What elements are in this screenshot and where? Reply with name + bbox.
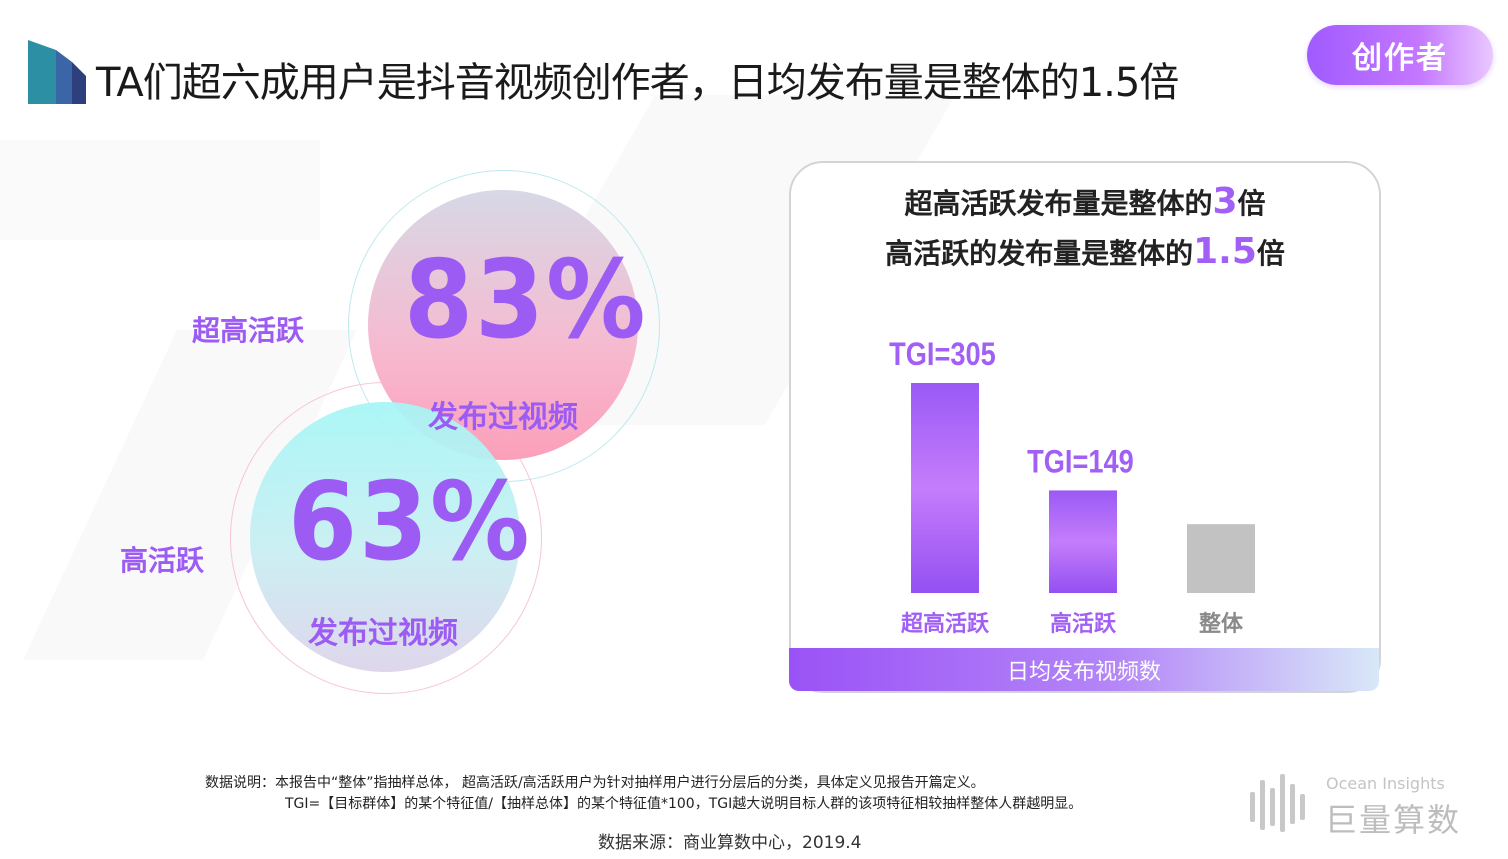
circle-active xyxy=(250,402,520,672)
caption-active: 发布过视频 xyxy=(308,616,458,651)
data-notes: 数据说明：本报告中“整体”指抽样总体， 超高活跃/高活跃用户为针对抽样用户进行分… xyxy=(205,773,1082,815)
background-shape xyxy=(0,140,320,240)
label-super-active: 超高活跃 xyxy=(192,314,305,347)
category-label: 整体 xyxy=(1199,611,1244,637)
bar-chart: TGI=305 超高活跃 TGI=149 高活跃 整体 xyxy=(889,337,1255,637)
category-label: 高活跃 xyxy=(1050,611,1117,637)
page-title: TA们超六成用户是抖音视频创作者，日均发布量是整体的1.5倍 xyxy=(96,60,1179,106)
bar-data-label: TGI=305 xyxy=(889,337,996,373)
card-headline-1: 超高活跃发布量是整体的3倍 xyxy=(904,181,1266,222)
category-label: 超高活跃 xyxy=(901,611,990,637)
chart-card: 超高活跃发布量是整体的3倍 高活跃的发布量是整体的1.5倍 xyxy=(789,161,1381,693)
bar-data-label: TGI=149 xyxy=(1027,444,1134,480)
brand-name-cn: 巨量算数 xyxy=(1325,801,1462,839)
bar-0 xyxy=(911,383,979,593)
bar-2 xyxy=(1187,524,1255,593)
percent-active: 63% xyxy=(288,460,532,585)
bar-1 xyxy=(1049,490,1117,593)
caption-super-active: 发布过视频 xyxy=(428,400,578,435)
percent-super-active: 83% xyxy=(404,238,648,363)
brand-logo-icon xyxy=(1250,774,1305,832)
section-badge: 创作者 xyxy=(1307,25,1493,85)
card-headline-2: 高活跃的发布量是整体的1.5倍 xyxy=(885,231,1285,272)
label-active: 高活跃 xyxy=(120,544,205,577)
brand-name-en: Ocean Insights xyxy=(1326,774,1445,793)
data-source: 数据来源：商业算数中心，2019.4 xyxy=(598,833,862,853)
logo-icon xyxy=(28,40,86,104)
chart-footer-label: 日均发布视频数 xyxy=(789,648,1379,691)
note-line-2: TGI=【目标群体】的某个特征值/【抽样总体】的某个特征值*100，TGI越大说… xyxy=(285,796,1083,812)
note-line-1: 数据说明：本报告中“整体”指抽样总体， 超高活跃/高活跃用户为针对抽样用户进行分… xyxy=(205,775,985,791)
